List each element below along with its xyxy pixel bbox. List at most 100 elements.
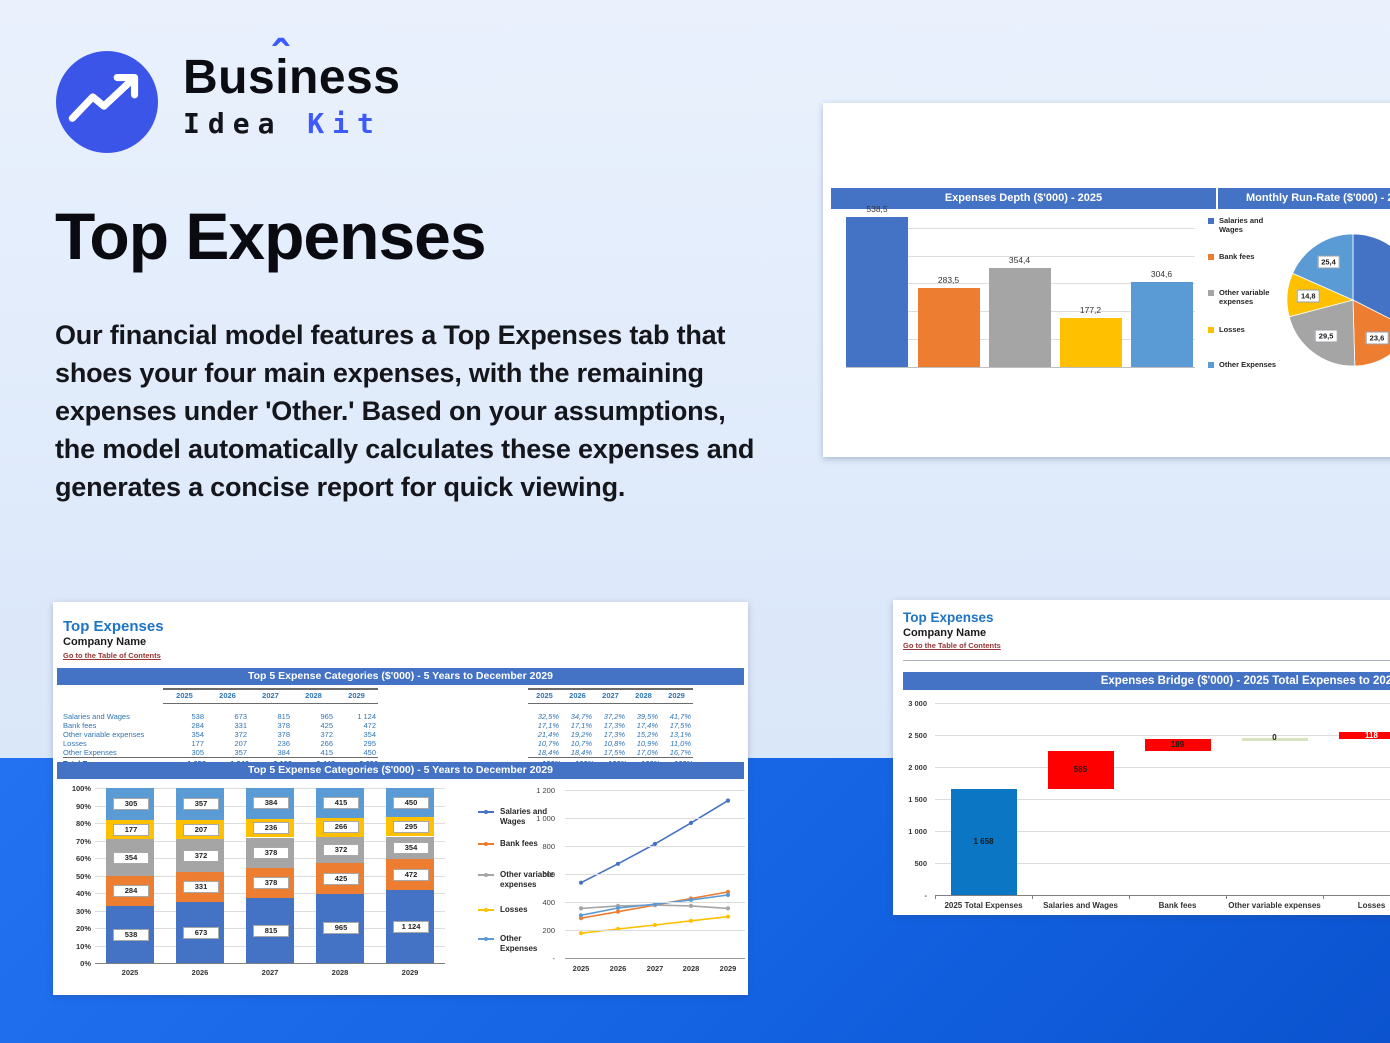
waterfall-bar-Other variable expenses xyxy=(1241,737,1308,741)
waterfall-data-label: 118 xyxy=(1365,730,1378,740)
x-axis-label: 2026 xyxy=(609,964,627,973)
table-gap xyxy=(378,748,528,757)
waterfall-bar-Salaries and Wages xyxy=(1047,751,1114,789)
row-label: Salaries and Wages xyxy=(63,712,130,721)
y-axis-label: 500 xyxy=(914,858,927,868)
data-point xyxy=(725,892,731,898)
x-axis-label: Losses xyxy=(1357,901,1386,910)
x-axis-line xyxy=(846,367,1195,368)
value-cell: 295 xyxy=(363,739,376,748)
stack-data-label: 354 xyxy=(393,841,429,854)
stack-data-label: 450 xyxy=(393,796,429,809)
pie-data-label: 25,4 xyxy=(1317,255,1340,269)
data-point xyxy=(688,903,694,908)
legend-label: Losses xyxy=(1219,325,1245,334)
y-axis-label: 90% xyxy=(75,801,91,811)
data-point xyxy=(615,903,621,908)
stack-data-label: 357 xyxy=(183,798,219,811)
percent-cell: 17,4% xyxy=(636,721,658,730)
accent-mark: ˆ xyxy=(272,31,289,85)
pie-data-label: 29,5 xyxy=(1314,329,1338,343)
x-axis-label: 2026 xyxy=(191,968,209,977)
gridline xyxy=(935,703,1390,704)
stack-data-label: 177 xyxy=(113,823,149,836)
sheet-company-name: Company Name xyxy=(63,636,147,648)
axis-tick xyxy=(1032,895,1033,899)
legend-label: Other variable expenses xyxy=(1219,288,1270,306)
stack-data-label: 207 xyxy=(183,823,219,836)
sheet-title: Top Expenses xyxy=(903,610,994,625)
x-axis-line xyxy=(95,963,445,964)
legend-label: Other variable expenses xyxy=(500,870,554,889)
percent-cell: 10,8% xyxy=(603,739,625,748)
row-label: Other variable expenses xyxy=(63,730,145,739)
legend-dot-marker xyxy=(484,907,488,912)
data-point xyxy=(578,916,584,921)
x-axis-label: 2027 xyxy=(646,964,664,973)
chart-title-band-expenses-bridge: Expenses Bridge ($'000) - 2025 Total Exp… xyxy=(903,672,1390,690)
percent-cell: 17,5% xyxy=(669,721,691,730)
value-cell: 378 xyxy=(277,730,290,739)
data-point xyxy=(725,906,731,911)
gridline xyxy=(565,818,745,819)
y-axis-label: 30% xyxy=(75,906,91,916)
legend-item: Salaries and Wages xyxy=(478,807,558,829)
percent-cell: 17,1% xyxy=(537,721,559,730)
value-cell: 266 xyxy=(320,739,333,748)
legend-item: Salaries and Wages xyxy=(1208,216,1290,240)
gridline xyxy=(935,799,1390,800)
table-of-contents-link[interactable]: Go to the Table of Contents xyxy=(903,641,1001,650)
value-cell: 357 xyxy=(234,748,247,757)
x-axis-label: 2025 Total Expenses xyxy=(944,901,1023,910)
table-of-contents-link[interactable]: Go to the Table of Contents xyxy=(63,651,161,660)
monthly-run-rate-pie-chart xyxy=(1286,233,1390,367)
x-axis-label: 2025 xyxy=(572,964,590,973)
percent-cell: 11,0% xyxy=(670,739,691,748)
value-cell: 965 xyxy=(320,712,333,721)
y-axis-label: 10% xyxy=(75,941,91,951)
bar-Salaries and Wages xyxy=(846,217,908,367)
chart-title-band-expenses-depth: Expenses Depth ($'000) - 2025 xyxy=(831,188,1216,209)
data-point xyxy=(688,896,694,901)
brand-name: Bus ˆ iness xyxy=(183,31,401,104)
percent-cell: 13,1% xyxy=(669,730,691,739)
value-cell: 384 xyxy=(277,748,290,757)
row-label: Losses xyxy=(63,739,87,748)
y-axis-label: - xyxy=(552,953,556,963)
pie-data-label: 14,8 xyxy=(1296,289,1320,303)
line-series-Bank fees xyxy=(580,891,729,919)
y-axis-label: 3 000 xyxy=(908,698,927,708)
percent-cell: 17,3% xyxy=(603,721,625,730)
gridline xyxy=(935,863,1390,864)
legend-item: Losses xyxy=(478,905,558,927)
value-cell: 1 124 xyxy=(357,712,376,721)
axis-tick xyxy=(935,895,936,899)
y-axis-label: 40% xyxy=(75,889,91,898)
bar-value-label: 177,2 xyxy=(1079,304,1102,315)
year-header: 2029 xyxy=(335,688,378,704)
stack-data-label: 354 xyxy=(113,851,149,864)
percent-cell: 32,5% xyxy=(537,712,559,721)
top5-expense-categories-panel: Top Expenses Company Name Go to the Tabl… xyxy=(53,602,748,995)
row-label: Bank fees xyxy=(63,721,97,730)
percent-cell: 21,4% xyxy=(537,730,559,739)
bar-value-label: 354,4 xyxy=(1008,255,1031,266)
y-axis-label: 60% xyxy=(75,854,91,863)
row-label: Other Expenses xyxy=(63,748,117,757)
y-axis-label: 1 500 xyxy=(908,794,927,804)
y-axis-label: 80% xyxy=(75,819,91,828)
legend-dot-marker xyxy=(484,872,488,877)
percent-cell: 17,0% xyxy=(636,748,658,757)
y-axis-label: 2 500 xyxy=(908,730,927,740)
percent-cell: 17,1% xyxy=(570,721,592,730)
brand-logo xyxy=(56,51,158,153)
sheet-title: Top Expenses xyxy=(63,618,164,635)
data-point xyxy=(578,913,584,918)
percent-cell: 39,5% xyxy=(636,712,658,721)
legend-item: Bank fees xyxy=(478,839,558,861)
legend-dot-marker xyxy=(484,936,488,941)
y-axis-label: 1 000 xyxy=(908,826,927,836)
bar-Other Expenses xyxy=(1130,282,1193,367)
gridline xyxy=(565,846,745,847)
year-header: 2025 xyxy=(528,688,561,704)
